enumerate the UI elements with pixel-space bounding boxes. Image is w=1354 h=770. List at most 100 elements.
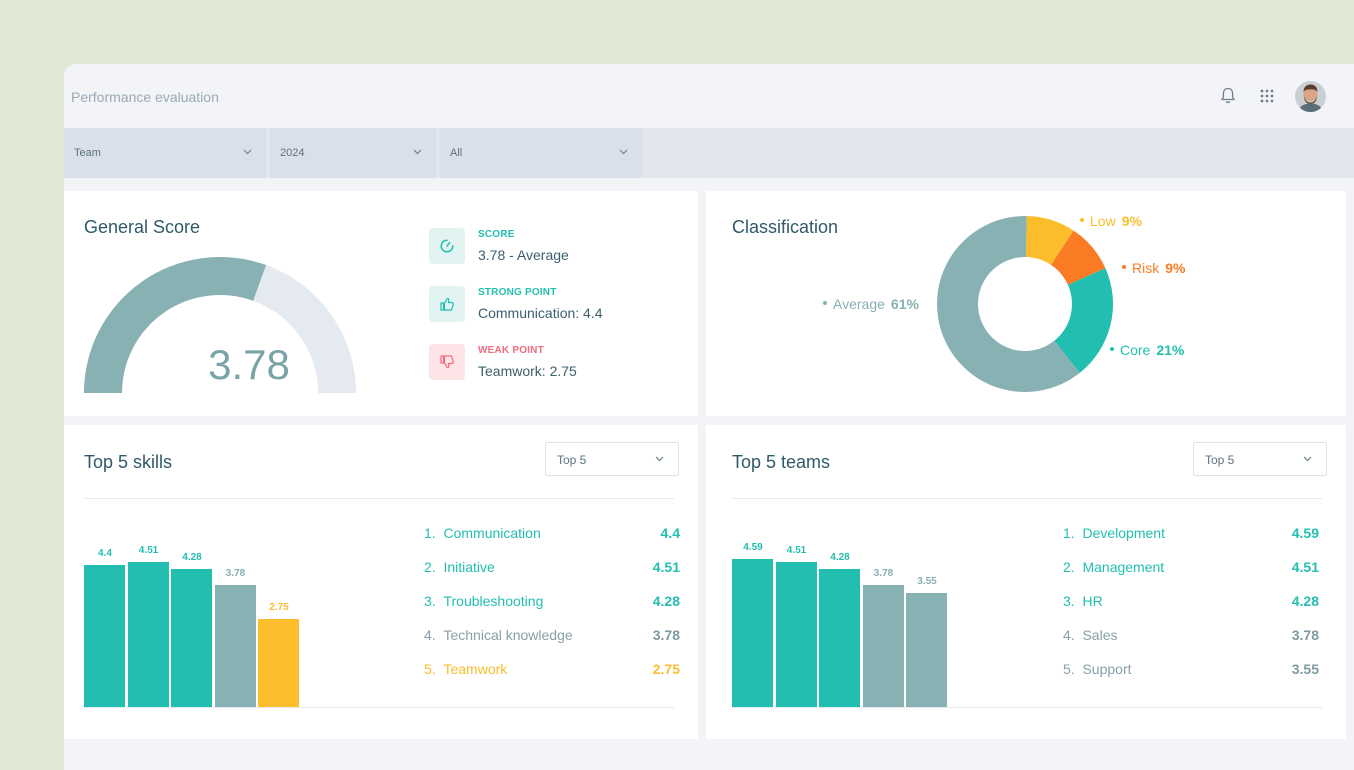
app-title: Performance evaluation	[71, 89, 219, 105]
list-item: 2. Initiative 4.51	[424, 559, 680, 579]
list-item-value: 4.59	[1291, 525, 1319, 541]
list-item-value: 4.51	[1291, 559, 1319, 575]
list-item-value: 3.78	[1291, 627, 1319, 643]
list-item-name: HR	[1082, 593, 1103, 609]
thumbs-down-icon	[429, 344, 465, 380]
list-item-value: 4.51	[652, 559, 680, 575]
list-item: 4. Sales 3.78	[1063, 627, 1319, 647]
list-item-rank: 3.	[424, 593, 436, 609]
list-item-label: 3. Troubleshooting	[424, 593, 543, 609]
list-item-rank: 4.	[424, 627, 436, 643]
list-item: 5. Teamwork 2.75	[424, 661, 680, 681]
general-score-title: General Score	[84, 217, 201, 237]
weak-point-value: Teamwork: 2.75	[478, 363, 577, 379]
legend-risk-label: Risk	[1132, 260, 1160, 276]
bar-value-label: 4.28	[830, 552, 850, 563]
thumbs-up-icon	[429, 286, 465, 322]
list-item-rank: 2.	[1063, 559, 1075, 575]
list-item-name: Communication	[443, 525, 541, 541]
legend-dot	[1122, 265, 1126, 270]
list-item-rank: 1.	[424, 525, 436, 541]
bar-development	[732, 559, 773, 708]
bar-support	[906, 593, 947, 708]
list-item-name: Sales	[1082, 627, 1118, 643]
list-item-value: 2.75	[652, 661, 680, 677]
list-item: 5. Support 3.55	[1063, 661, 1319, 681]
weak-point-caption: WEAK POINT	[478, 345, 544, 356]
general-score-card: General Score 3.78 SCORE 3.78 - Average …	[64, 191, 698, 416]
teams-bar-chart: 4.59 4.51 4.28 3.78 3.55	[732, 510, 962, 708]
team-filter-value: Team	[74, 147, 101, 159]
list-item-name: Development	[1082, 525, 1165, 541]
list-item-rank: 3.	[1063, 593, 1075, 609]
bar-value-label: 2.75	[269, 602, 289, 613]
donut-slice-risk	[1050, 230, 1106, 285]
chart-baseline	[84, 707, 674, 708]
list-item: 3. Troubleshooting 4.28	[424, 593, 680, 613]
bar-value-label: 3.78	[873, 568, 894, 579]
list-item-label: 2. Management	[1063, 559, 1164, 575]
chevron-down-icon	[655, 456, 664, 462]
apps-grid-icon[interactable]	[1257, 86, 1277, 106]
chart-baseline	[732, 707, 1322, 708]
skills-ranking-list: 1. Communication 4.4 2. Initiative 4.51 3. T…	[424, 525, 680, 705]
teams-ranking-list: 1. Development 4.59 2. Management 4.51 3. HR…	[1063, 525, 1319, 705]
bar-value-label: 4.59	[743, 542, 763, 553]
legend-average-percent: 61%	[890, 296, 919, 312]
bar-troubleshooting	[171, 569, 212, 708]
bar-value-label: 3.55	[917, 576, 937, 587]
user-avatar[interactable]	[1295, 81, 1326, 112]
list-item: 1. Development 4.59	[1063, 525, 1319, 545]
gauge-icon	[429, 228, 465, 264]
donut-slice-low	[1025, 216, 1074, 265]
list-item-value: 4.28	[1291, 593, 1319, 609]
legend-dot	[1110, 347, 1114, 352]
chevron-down-icon	[619, 149, 628, 155]
year-filter[interactable]: 2024	[270, 128, 436, 178]
list-item-label: 4. Technical knowledge	[424, 627, 573, 643]
list-item-rank: 5.	[1063, 661, 1075, 677]
list-item-label: 3. HR	[1063, 593, 1103, 609]
list-item-value: 3.55	[1291, 661, 1319, 677]
list-item: 3. HR 4.28	[1063, 593, 1319, 613]
list-item-rank: 4.	[1063, 627, 1075, 643]
top-skills-card: Top 5 skills Top 5 4.4 4.51 4.28 3.78 2.75 1…	[64, 425, 698, 739]
list-item-label: 5. Support	[1063, 661, 1132, 677]
divider	[732, 498, 1322, 499]
legend-core-label: Core	[1120, 342, 1151, 358]
bar-management	[775, 562, 817, 708]
scope-filter[interactable]: All	[440, 128, 642, 178]
gauge-fill	[84, 257, 267, 393]
filter-bar: Team 2024 All	[64, 128, 1354, 178]
legend-average-label: Average	[833, 296, 885, 312]
list-item-name: Troubleshooting	[443, 593, 544, 609]
legend-risk: Risk 9%	[1122, 260, 1185, 276]
bell-icon[interactable]	[1218, 86, 1238, 106]
team-filter[interactable]: Team	[64, 128, 266, 178]
bar-value-label: 3.78	[225, 568, 246, 579]
classification-title: Classification	[732, 217, 839, 237]
list-item-rank: 1.	[1063, 525, 1075, 541]
top-skills-select-value: Top 5	[557, 453, 587, 467]
legend-low-label: Low	[1090, 213, 1116, 229]
list-item: 1. Communication 4.4	[424, 525, 680, 545]
top-skills-select[interactable]: Top 5	[545, 442, 679, 476]
strong-point-value: Communication: 4.4	[478, 305, 603, 321]
chevron-down-icon	[1303, 456, 1312, 462]
bar-technical-knowledge	[214, 585, 256, 708]
top-skills-title: Top 5 skills	[84, 452, 173, 472]
list-item-label: 1. Communication	[424, 525, 541, 541]
top-bar: Performance evaluation	[64, 64, 1354, 128]
list-item-name: Support	[1082, 661, 1132, 677]
top-teams-select[interactable]: Top 5	[1193, 442, 1327, 476]
donut-slice-average	[937, 216, 1080, 392]
classification-card: Classification Low 9% Risk 9% Core 21% Aver…	[706, 191, 1346, 416]
legend-low-percent: 9%	[1121, 213, 1142, 229]
legend-dot	[1080, 218, 1084, 223]
top-teams-title: Top 5 teams	[732, 452, 831, 472]
gauge-value: 3.78	[208, 341, 290, 388]
list-item-name: Technical knowledge	[443, 627, 573, 643]
list-item-rank: 2.	[424, 559, 436, 575]
bar-hr	[819, 569, 860, 708]
list-item-label: 2. Initiative	[424, 559, 495, 575]
